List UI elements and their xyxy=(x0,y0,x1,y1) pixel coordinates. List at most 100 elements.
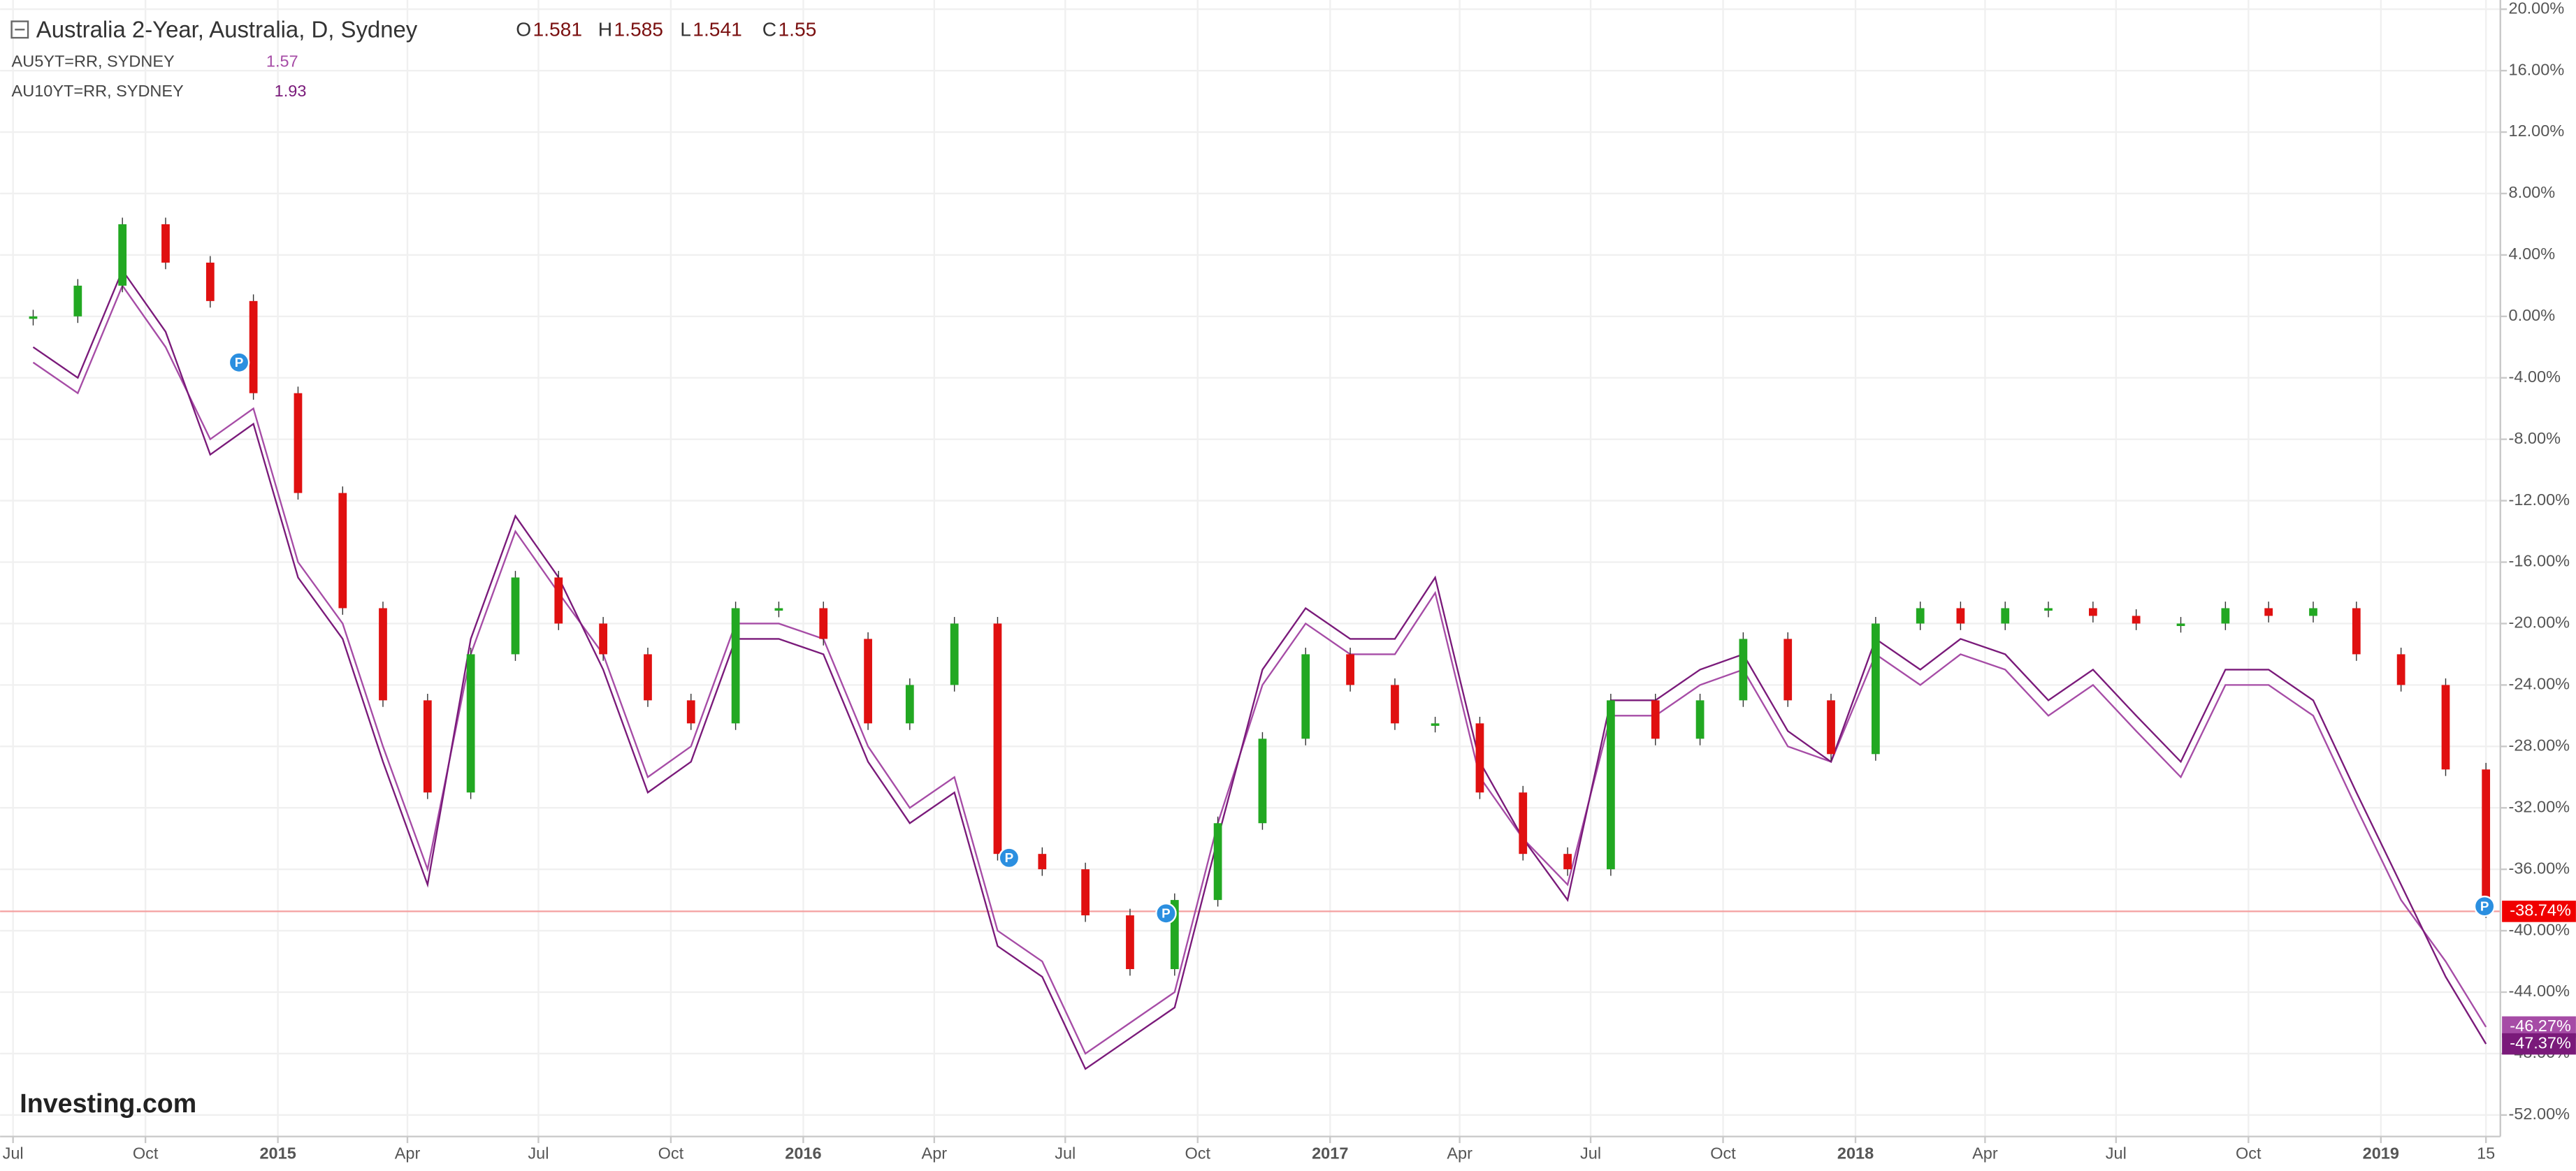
x-tick-label: 15 xyxy=(2477,1144,2495,1163)
candle xyxy=(2176,623,2185,626)
candle xyxy=(205,262,215,301)
candle xyxy=(118,224,127,286)
y-tick-label: 16.00% xyxy=(2509,60,2565,78)
y-tick-label: -4.00% xyxy=(2509,368,2561,386)
chart-title: Australia 2-Year, Australia, D, Sydney xyxy=(36,16,418,42)
ohlc-key: C xyxy=(762,18,776,41)
candle xyxy=(1081,869,1090,916)
x-tick-label: Apr xyxy=(395,1144,421,1163)
watermark: Investing.com xyxy=(20,1089,196,1118)
candle xyxy=(1739,639,1748,701)
candle xyxy=(905,685,914,724)
x-tick-label: Apr xyxy=(1972,1144,1998,1163)
last-value-label: -38.74% xyxy=(2510,901,2571,919)
y-tick-label: 12.00% xyxy=(2509,122,2565,140)
y-tick-label: 8.00% xyxy=(2509,183,2556,201)
candle xyxy=(73,285,82,317)
ohlc-value: 1.541 xyxy=(693,18,742,41)
candle xyxy=(2309,608,2317,616)
plot: P P P P xyxy=(0,217,2501,1070)
candle xyxy=(249,300,258,393)
legend-value: 1.93 xyxy=(275,82,307,100)
grid xyxy=(0,0,2501,1137)
y-tick-label: -52.00% xyxy=(2509,1105,2570,1123)
candle xyxy=(819,608,828,639)
candle xyxy=(1607,700,1615,870)
y-tick-label: -16.00% xyxy=(2509,552,2570,570)
y-tick-label: 20.00% xyxy=(2509,0,2565,17)
last-value-box xyxy=(2502,1033,2576,1055)
candle xyxy=(2396,654,2405,685)
x-tick-label: Oct xyxy=(1185,1144,1210,1163)
x-tick-label: Jul xyxy=(1055,1144,1076,1163)
candle xyxy=(466,654,475,793)
candle xyxy=(161,224,170,263)
candle xyxy=(1827,700,1835,755)
candle xyxy=(864,639,872,724)
candle xyxy=(1695,700,1705,739)
candle xyxy=(29,316,38,319)
candle xyxy=(686,700,695,724)
x-tick-label: Jul xyxy=(2106,1144,2127,1163)
ohlc-value: 1.55 xyxy=(779,18,817,41)
candle xyxy=(1475,723,1484,793)
y-tick-label: -8.00% xyxy=(2509,429,2561,447)
series-line xyxy=(32,268,2487,1070)
last-value-label: -46.27% xyxy=(2510,1017,2571,1035)
candle xyxy=(2001,608,2010,624)
candle xyxy=(1126,915,1134,970)
candle xyxy=(1519,792,1528,854)
x-tick-label: Apr xyxy=(922,1144,948,1163)
x-tick-label: 2016 xyxy=(785,1144,821,1163)
y-tick-label: -36.00% xyxy=(2509,859,2570,877)
y-tick-label: 0.00% xyxy=(2509,306,2556,324)
candle xyxy=(1213,823,1222,901)
x-tick-label: Jul xyxy=(528,1144,549,1163)
legend-value: 1.57 xyxy=(266,52,298,71)
event-marker xyxy=(2473,895,2496,917)
candle xyxy=(1956,608,1965,624)
candle xyxy=(511,577,520,655)
candle xyxy=(338,493,347,609)
y-tick-label: -28.00% xyxy=(2509,736,2570,755)
candle xyxy=(1563,854,1572,870)
x-tick-label: 2018 xyxy=(1837,1144,1874,1163)
y-tick-label: -32.00% xyxy=(2509,797,2570,815)
ohlc-key: O xyxy=(516,18,531,41)
legend-entry: AU5YT=RR, SYDNEY xyxy=(12,52,175,71)
x-tick-label: Apr xyxy=(1447,1144,1472,1163)
event-marker xyxy=(998,847,1020,869)
ohlc-item: L 1.541 xyxy=(680,18,742,41)
candle xyxy=(774,608,783,611)
x-tick-label: Oct xyxy=(2236,1144,2262,1163)
collapse-icon[interactable] xyxy=(10,20,29,39)
y-tick-label: -20.00% xyxy=(2509,613,2570,632)
candle xyxy=(1391,685,1399,724)
candle xyxy=(294,393,303,493)
y-tick-label: -24.00% xyxy=(2509,675,2570,693)
y-tick-label: -12.00% xyxy=(2509,490,2570,509)
candle xyxy=(1871,623,1880,755)
event-label: P xyxy=(2480,899,2489,913)
candle xyxy=(2482,769,2491,912)
candle xyxy=(2089,608,2097,616)
candle xyxy=(554,577,563,624)
candle xyxy=(1170,900,1179,970)
candle xyxy=(2044,608,2053,611)
candle xyxy=(423,700,432,793)
legend-entry: AU10YT=RR, SYDNEY xyxy=(12,82,184,100)
x-tick-label: Oct xyxy=(133,1144,159,1163)
ohlc-item: C 1.55 xyxy=(762,18,817,41)
ohlc-key: L xyxy=(680,18,691,41)
candle xyxy=(1301,654,1310,739)
ohlc-item: O 1.581 xyxy=(516,18,582,41)
event-label: P xyxy=(235,355,244,370)
x-tick-label: 2015 xyxy=(259,1144,296,1163)
candle xyxy=(2352,608,2361,655)
ohlc-value: 1.581 xyxy=(533,18,582,41)
x-tick-label: 2017 xyxy=(1312,1144,1348,1163)
y-tick-label: 4.00% xyxy=(2509,245,2556,263)
candle xyxy=(2221,608,2230,624)
candle xyxy=(2132,616,2141,624)
